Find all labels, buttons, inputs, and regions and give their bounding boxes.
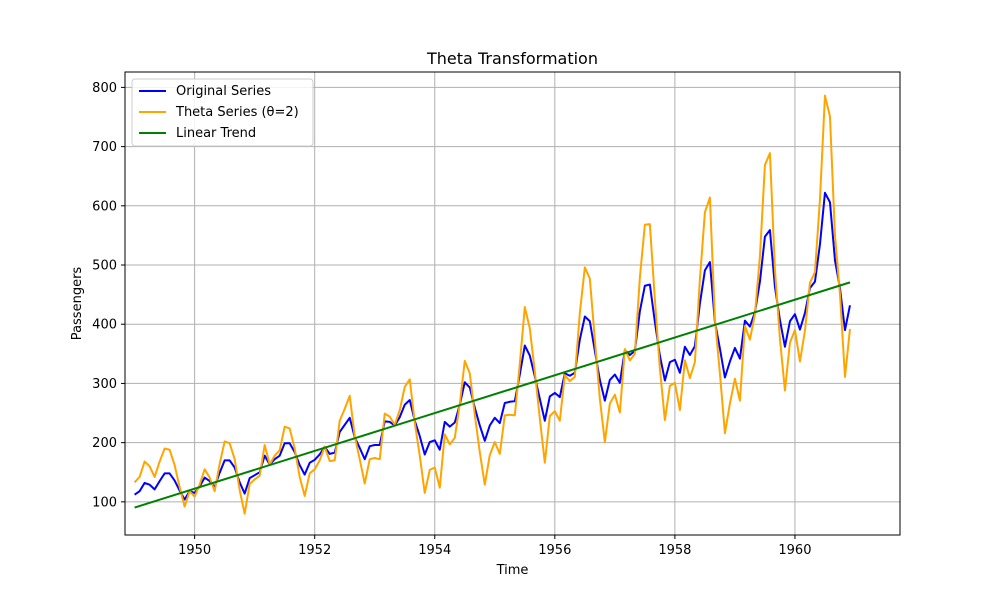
y-tick-label: 200 [92, 436, 117, 451]
legend: Original Series Theta Series (θ=2) Linea… [131, 78, 314, 147]
x-tick-label: 1960 [778, 543, 811, 558]
y-tick-label: 100 [92, 495, 117, 510]
x-tick-label: 1950 [178, 543, 211, 558]
legend-label-theta: Theta Series (θ=2) [175, 105, 299, 120]
legend-label-original: Original Series [176, 84, 271, 99]
theta-series-line [133, 94, 851, 515]
y-tick-label: 700 [92, 140, 117, 155]
y-axis-label: Passengers [70, 267, 85, 341]
axis-ticks: 1950 1952 1954 1956 1958 1960 100 200 300 400 500 6… [92, 81, 811, 558]
linear-trend-line [134, 281, 851, 509]
x-tick-label: 1958 [658, 543, 691, 558]
plot-frame [124, 71, 901, 536]
y-tick-label: 600 [92, 199, 117, 214]
y-tick-label: 800 [92, 81, 117, 96]
x-axis-label: Time [496, 563, 529, 578]
y-tick-label: 400 [92, 318, 117, 333]
grid-lines [125, 72, 900, 535]
x-tick-label: 1954 [418, 543, 451, 558]
x-tick-label: 1956 [538, 543, 571, 558]
legend-label-trend: Linear Trend [176, 126, 256, 141]
x-tick-label: 1952 [298, 543, 331, 558]
y-tick-label: 500 [92, 259, 117, 274]
series-layer [133, 94, 851, 515]
original-series-line [134, 191, 851, 501]
legend-box [131, 78, 314, 147]
chart-title: Theta Transformation [426, 49, 598, 68]
y-tick-label: 300 [92, 377, 117, 392]
